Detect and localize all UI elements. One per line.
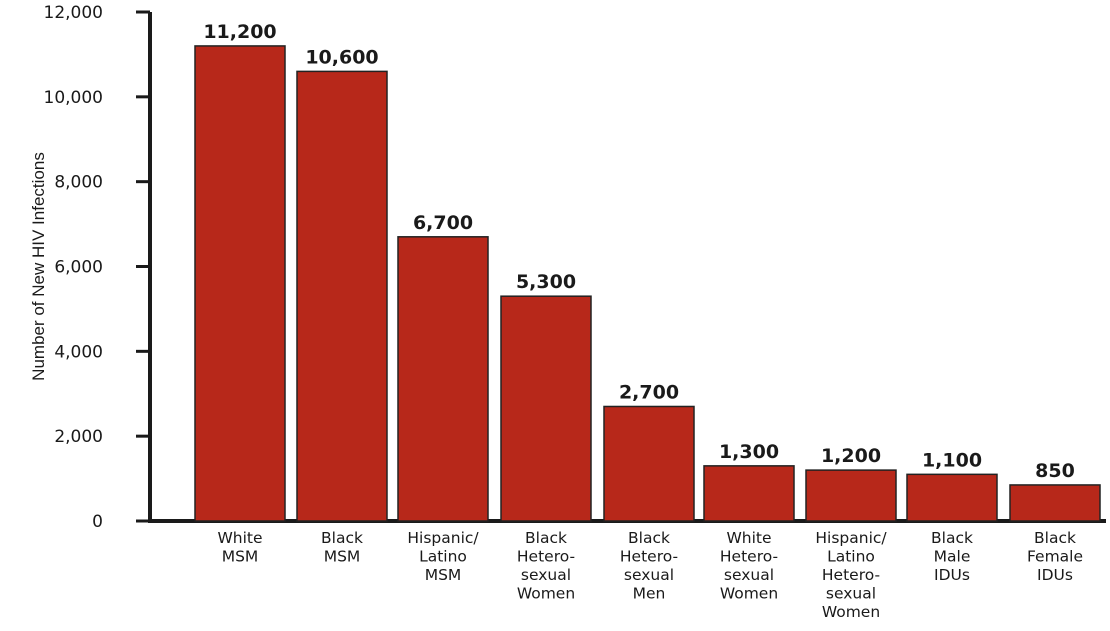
data-label: 5,300 [516,271,576,293]
category-label-line: Women [822,603,880,621]
category-label-line: Hetero- [720,548,778,566]
category-label: White Hetero-sexual Women [720,529,778,603]
y-tick-label: 0 [92,512,103,532]
y-tick-label: 2,000 [54,427,103,447]
data-label: 1,100 [922,449,982,471]
category-label-line: Black [931,529,973,547]
data-label: 1,300 [719,441,779,463]
category-label: Black Hetero-sexual Women [517,529,575,603]
category-label: Black Male IDUs [931,529,973,584]
category-label-line: Female [1027,548,1083,566]
bar [296,70,388,522]
y-tick-label: 4,000 [54,342,103,362]
bar [703,465,795,522]
y-tick-label: 12,000 [44,3,103,23]
category-label: Black Hetero-sexual Men [620,529,678,603]
category-label-line: MSM [222,548,259,566]
category-label: Black MSM [321,529,363,566]
category-label-line: MSM [425,566,462,584]
data-label: 10,600 [305,46,378,68]
data-label: 2,700 [619,381,679,403]
data-label: 1,200 [821,445,881,467]
bar [500,295,592,522]
y-tick-label: 8,000 [54,173,103,193]
category-label-line: Male [934,548,971,566]
category-label-line: Hetero- [822,566,880,584]
data-label: 6,700 [413,212,473,234]
category-label-line: Latino [419,548,467,566]
bar [1009,484,1101,522]
category-label-line: sexual [724,566,774,584]
category-label-line: Hetero- [517,548,575,566]
category-label-line: sexual [521,566,571,584]
category-label-line: IDUs [1037,566,1073,584]
category-label-line: Women [517,585,575,603]
data-label: 11,200 [203,21,276,43]
y-axis-title: Number of New HIV Infections [29,152,48,381]
category-label-line: White [726,529,771,547]
category-label: Hispanic/Latino Hetero-sexual Women [815,529,887,621]
category-label: White MSM [217,529,262,566]
data-label: 850 [1035,460,1075,482]
bars [194,45,1101,522]
category-label-line: Latino [827,548,875,566]
y-ticks: 0 2,000 4,000 6,000 8,000 10,000 12,000 [44,3,150,532]
bar [397,236,489,522]
y-tick-label: 6,000 [54,258,103,278]
category-label: Hispanic/Latino MSM [407,529,479,584]
category-label-line: Black [321,529,363,547]
y-tick-label: 10,000 [44,88,103,108]
category-label-line: Men [633,585,666,603]
category-label-line: Black [525,529,567,547]
category-label-line: Women [720,585,778,603]
bar [194,45,286,522]
category-label-line: Hispanic/ [407,529,479,547]
category-label-line: Black [1034,529,1076,547]
category-label-line: sexual [624,566,674,584]
bar [603,405,695,522]
category-label-line: sexual [826,585,876,603]
category-label-line: IDUs [934,566,970,584]
category-label-line: Hetero- [620,548,678,566]
category-label-line: MSM [324,548,361,566]
category-label-line: Hispanic/ [815,529,887,547]
category-label: Black Female IDUs [1027,529,1083,584]
value-labels: 11,200 10,600 6,700 5,300 2,700 1,300 1,200 1,1… [203,21,1075,482]
bar [805,469,897,522]
bar [906,473,998,522]
category-label-line: Black [628,529,670,547]
category-label-line: White [217,529,262,547]
